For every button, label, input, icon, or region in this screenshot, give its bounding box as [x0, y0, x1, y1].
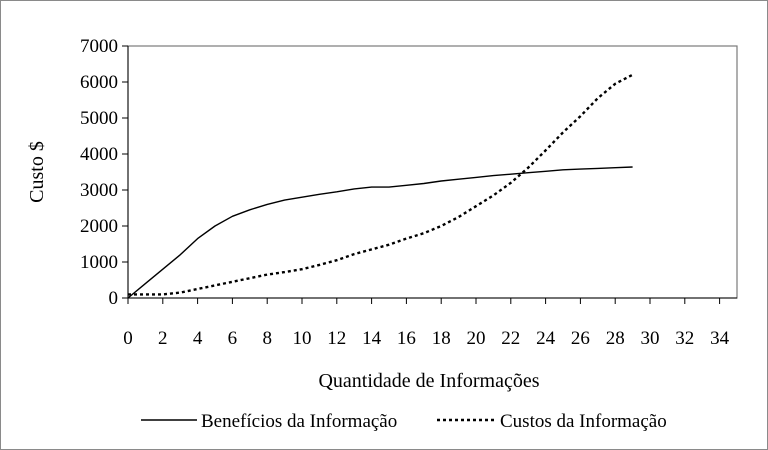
- x-tick-label: 26: [571, 328, 590, 349]
- legend: Benefícios da Informação Custos da Infor…: [141, 411, 667, 432]
- legend-label-custos: Custos da Informação: [500, 411, 667, 432]
- x-tick-label: 30: [641, 328, 660, 349]
- series-line-beneficios: [127, 166, 633, 299]
- y-tick-label: 6000: [80, 72, 118, 93]
- x-tick-label: 14: [362, 328, 382, 349]
- y-tick-label: 2000: [80, 216, 118, 237]
- y-tick-label: 7000: [80, 36, 118, 57]
- y-axis-title: Custo $: [26, 141, 48, 203]
- x-tick-label: 12: [327, 328, 346, 349]
- y-tick-label: 3000: [80, 180, 118, 201]
- x-tick-label: 22: [501, 328, 520, 349]
- y-tick-label: 4000: [80, 144, 118, 165]
- y-tick-label: 5000: [80, 108, 118, 129]
- x-tick-label: 24: [536, 328, 556, 349]
- x-axis-title: Quantidade de Informações: [318, 370, 539, 392]
- x-tick-label: 10: [293, 328, 312, 349]
- x-tick-label: 8: [262, 328, 272, 349]
- series-layer: [127, 73, 634, 299]
- x-tick-label: 6: [228, 328, 238, 349]
- x-tick-label: 2: [158, 328, 168, 349]
- x-tick-label: 18: [432, 328, 451, 349]
- x-tick-label: 28: [606, 328, 625, 349]
- x-tick-label: 34: [710, 328, 730, 349]
- x-tick-label: 4: [193, 328, 203, 349]
- y-tick-label: 1000: [80, 252, 118, 273]
- x-tick-label: 32: [675, 328, 694, 349]
- series-line-custos: [128, 73, 634, 296]
- x-tick-label: 0: [123, 328, 133, 349]
- plot-area: [127, 45, 738, 299]
- x-tick-label: 20: [467, 328, 486, 349]
- legend-label-beneficios: Benefícios da Informação: [201, 411, 397, 432]
- x-tick-label: 16: [397, 328, 416, 349]
- y-tick-label: 0: [109, 288, 119, 309]
